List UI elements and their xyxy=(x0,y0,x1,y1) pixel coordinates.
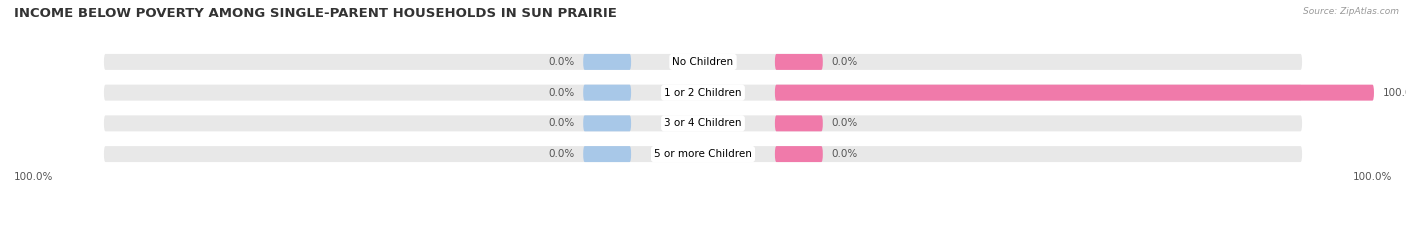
Text: 0.0%: 0.0% xyxy=(548,88,574,98)
Text: 3 or 4 Children: 3 or 4 Children xyxy=(664,118,742,128)
Text: Source: ZipAtlas.com: Source: ZipAtlas.com xyxy=(1303,7,1399,16)
FancyBboxPatch shape xyxy=(775,146,823,162)
Text: 1 or 2 Children: 1 or 2 Children xyxy=(664,88,742,98)
FancyBboxPatch shape xyxy=(583,85,631,101)
FancyBboxPatch shape xyxy=(775,115,823,131)
Text: 100.0%: 100.0% xyxy=(1384,88,1406,98)
FancyBboxPatch shape xyxy=(104,146,1302,162)
FancyBboxPatch shape xyxy=(104,85,1302,101)
FancyBboxPatch shape xyxy=(583,115,631,131)
Text: 100.0%: 100.0% xyxy=(14,172,53,182)
Text: 0.0%: 0.0% xyxy=(832,118,858,128)
FancyBboxPatch shape xyxy=(104,54,1302,70)
Text: 0.0%: 0.0% xyxy=(548,149,574,159)
Text: 100.0%: 100.0% xyxy=(1353,172,1392,182)
FancyBboxPatch shape xyxy=(775,54,823,70)
Text: 5 or more Children: 5 or more Children xyxy=(654,149,752,159)
FancyBboxPatch shape xyxy=(583,146,631,162)
Text: 0.0%: 0.0% xyxy=(832,149,858,159)
FancyBboxPatch shape xyxy=(583,54,631,70)
FancyBboxPatch shape xyxy=(104,115,1302,131)
Text: INCOME BELOW POVERTY AMONG SINGLE-PARENT HOUSEHOLDS IN SUN PRAIRIE: INCOME BELOW POVERTY AMONG SINGLE-PARENT… xyxy=(14,7,617,20)
Text: No Children: No Children xyxy=(672,57,734,67)
Text: 0.0%: 0.0% xyxy=(548,118,574,128)
FancyBboxPatch shape xyxy=(775,85,1374,101)
Text: 0.0%: 0.0% xyxy=(548,57,574,67)
Text: 0.0%: 0.0% xyxy=(832,57,858,67)
